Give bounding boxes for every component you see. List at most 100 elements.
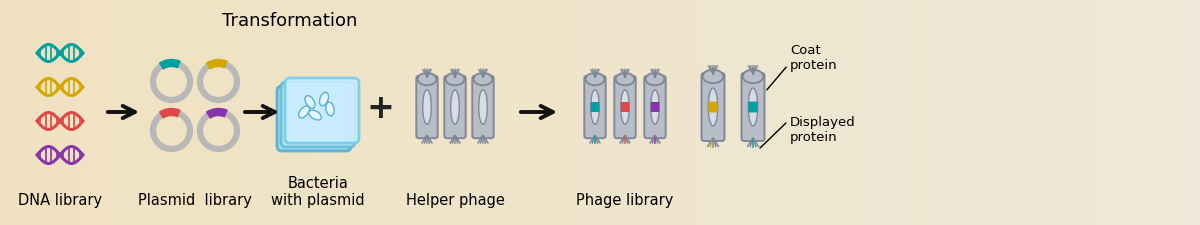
Bar: [678, 0, 684, 225]
Bar: [78, 0, 84, 225]
Bar: [978, 0, 984, 225]
Bar: [1128, 0, 1134, 225]
Bar: [162, 0, 168, 225]
Bar: [168, 0, 174, 225]
Text: +: +: [366, 91, 394, 124]
Bar: [648, 0, 654, 225]
Bar: [522, 0, 528, 225]
Bar: [702, 0, 708, 225]
Bar: [174, 0, 180, 225]
Bar: [1110, 0, 1116, 225]
Bar: [288, 0, 294, 225]
Bar: [1098, 0, 1104, 225]
Bar: [186, 0, 192, 225]
Bar: [324, 0, 330, 225]
Bar: [888, 0, 894, 225]
Bar: [492, 0, 498, 225]
Bar: [456, 0, 462, 225]
Bar: [210, 0, 216, 225]
Bar: [1164, 0, 1170, 225]
Ellipse shape: [646, 74, 665, 86]
Bar: [720, 0, 726, 225]
Bar: [342, 0, 348, 225]
Bar: [594, 0, 600, 225]
Bar: [438, 0, 444, 225]
Bar: [312, 0, 318, 225]
Text: Transformation: Transformation: [222, 12, 358, 30]
FancyBboxPatch shape: [650, 103, 659, 112]
FancyBboxPatch shape: [620, 103, 629, 112]
Bar: [150, 0, 156, 225]
Bar: [198, 0, 204, 225]
Text: Phage library: Phage library: [576, 192, 673, 207]
Bar: [852, 0, 858, 225]
Bar: [126, 0, 132, 225]
Bar: [630, 0, 636, 225]
Bar: [684, 0, 690, 225]
Bar: [1092, 0, 1098, 225]
Bar: [390, 0, 396, 225]
Bar: [744, 0, 750, 225]
Ellipse shape: [474, 74, 492, 86]
Bar: [1044, 0, 1050, 225]
Bar: [144, 0, 150, 225]
Ellipse shape: [586, 74, 605, 86]
Bar: [918, 0, 924, 225]
Bar: [708, 0, 714, 225]
Bar: [642, 0, 648, 225]
Bar: [576, 0, 582, 225]
FancyBboxPatch shape: [749, 102, 757, 113]
Bar: [156, 0, 162, 225]
Bar: [570, 0, 576, 225]
Bar: [450, 0, 456, 225]
Bar: [432, 0, 438, 225]
Bar: [936, 0, 942, 225]
Bar: [504, 0, 510, 225]
Bar: [90, 0, 96, 225]
Bar: [336, 0, 342, 225]
Bar: [804, 0, 810, 225]
Bar: [60, 0, 66, 225]
Bar: [1056, 0, 1062, 225]
Bar: [474, 0, 480, 225]
Bar: [942, 0, 948, 225]
Bar: [600, 0, 606, 225]
FancyBboxPatch shape: [644, 76, 666, 139]
Ellipse shape: [590, 90, 599, 125]
Text: Plasmid  library: Plasmid library: [138, 192, 252, 207]
Bar: [534, 0, 540, 225]
FancyBboxPatch shape: [708, 102, 718, 113]
Bar: [1050, 0, 1056, 225]
Bar: [834, 0, 840, 225]
Bar: [402, 0, 408, 225]
Bar: [294, 0, 300, 225]
Bar: [1008, 0, 1014, 225]
Bar: [300, 0, 306, 225]
Bar: [48, 0, 54, 225]
Ellipse shape: [451, 90, 460, 125]
Bar: [1146, 0, 1152, 225]
Ellipse shape: [305, 96, 314, 109]
Bar: [666, 0, 672, 225]
Bar: [252, 0, 258, 225]
Bar: [1014, 0, 1020, 225]
Bar: [798, 0, 804, 225]
Bar: [906, 0, 912, 225]
Bar: [420, 0, 426, 225]
FancyBboxPatch shape: [444, 76, 466, 139]
Text: Bacteria
with plasmid: Bacteria with plasmid: [271, 175, 365, 207]
Ellipse shape: [703, 70, 724, 84]
Bar: [498, 0, 504, 225]
Bar: [846, 0, 852, 225]
Bar: [6, 0, 12, 225]
Bar: [372, 0, 378, 225]
Bar: [816, 0, 822, 225]
FancyBboxPatch shape: [590, 103, 599, 112]
Bar: [108, 0, 114, 225]
Bar: [180, 0, 186, 225]
Bar: [738, 0, 744, 225]
Bar: [192, 0, 198, 225]
Bar: [414, 0, 420, 225]
Bar: [480, 0, 486, 225]
Bar: [840, 0, 846, 225]
